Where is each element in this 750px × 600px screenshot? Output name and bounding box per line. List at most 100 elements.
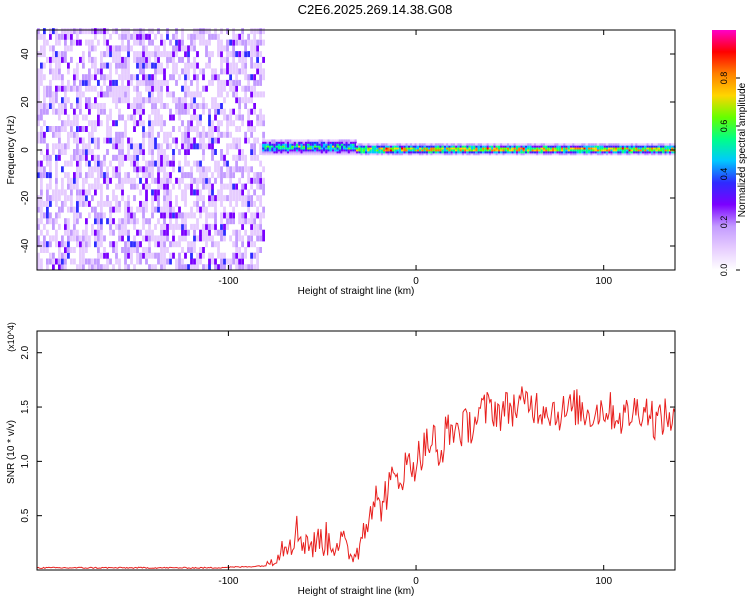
spectrogram-cell — [407, 149, 410, 152]
spectrogram-cell — [250, 264, 253, 271]
spectrogram-cell — [49, 212, 52, 219]
spectrogram-cell — [61, 79, 64, 86]
spectrogram-cell — [232, 252, 235, 259]
spectrogram-cell — [452, 152, 455, 156]
spectrogram-cell — [196, 79, 199, 86]
spectrogram-cell — [443, 149, 446, 152]
spectrogram-cell — [109, 223, 112, 230]
spectrogram-cell — [106, 149, 109, 155]
spectrogram-cell — [94, 177, 97, 184]
spectrogram-cell — [133, 85, 136, 92]
spectrogram-cell — [253, 218, 256, 225]
spectrogram-cell — [253, 189, 256, 196]
spectrogram-cell — [67, 28, 70, 35]
spectrogram-cell — [556, 147, 559, 150]
spectrogram-cell — [574, 152, 577, 156]
spectrogram-cell — [250, 258, 253, 265]
spectrogram-cell — [205, 212, 208, 219]
spectrogram-cell — [91, 166, 94, 173]
spectrogram-cell — [100, 108, 103, 115]
spectrogram-cell — [502, 145, 505, 148]
spectrogram-cell — [61, 108, 64, 115]
spectrogram-cell — [291, 141, 294, 144]
spectrogram-cell — [190, 97, 193, 104]
spectrogram-cell — [268, 152, 272, 156]
spectrogram-cell — [608, 149, 611, 152]
spectrogram-cell — [293, 145, 296, 148]
spectrogram-cell — [325, 145, 328, 148]
spectrogram-cell — [226, 172, 229, 179]
spectrogram-cell — [367, 151, 370, 154]
spectrogram-cell — [475, 147, 478, 150]
spectrogram-cell — [522, 145, 525, 148]
spectrogram-cell — [256, 137, 259, 144]
spectrogram-cell — [229, 143, 232, 150]
spectrogram-cell — [109, 206, 112, 213]
spectrogram-cell — [615, 151, 618, 154]
spectrogram-cell — [401, 149, 404, 152]
spectrogram-cell — [115, 206, 118, 213]
spectrogram-cell — [157, 252, 160, 259]
spectrogram-cell — [244, 103, 247, 109]
spectrogram-cell — [238, 68, 241, 75]
spectrogram-cell — [88, 183, 91, 190]
spectrogram-cell — [238, 229, 241, 236]
spectrogram-cell — [49, 241, 52, 248]
spectrogram-cell — [202, 126, 205, 132]
spectrogram-cell — [37, 264, 40, 271]
spectrogram-cell — [136, 74, 139, 81]
spectrogram-cell — [247, 189, 250, 196]
spectrogram-cell — [232, 206, 235, 213]
spectrogram-cell — [365, 151, 368, 154]
spectrogram-cell — [151, 212, 154, 219]
spectrogram-cell — [238, 39, 241, 46]
spectrogram-cell — [268, 149, 272, 152]
spectrogram-cell — [642, 143, 645, 146]
spectrogram-cell — [130, 241, 133, 248]
spectrogram-cell — [253, 200, 256, 207]
spectrogram-cell — [199, 258, 202, 265]
spectrogram-cell — [46, 39, 49, 46]
spectrogram-cell — [284, 141, 287, 144]
spectrogram-cell — [37, 85, 40, 92]
spectrogram-cell — [318, 147, 321, 150]
spectrogram-cell — [142, 62, 145, 69]
spectrogram-cell — [40, 258, 43, 265]
spectrogram-cell — [232, 62, 235, 69]
spectrogram-cell — [347, 139, 350, 142]
spectrogram-cell — [181, 28, 184, 35]
spectrogram-cell — [211, 143, 214, 150]
spectrogram-cell — [151, 195, 154, 202]
spectrogram-cell — [73, 229, 76, 236]
spectrogram-cell — [232, 137, 235, 144]
spectrogram-cell — [55, 189, 58, 196]
spectrogram-cell — [621, 151, 624, 154]
spectrogram-cell — [142, 108, 145, 115]
y-tick-label: 1.0 — [20, 454, 31, 468]
spectrogram-cell — [522, 152, 525, 156]
spectrogram-cell — [220, 172, 223, 179]
spectrogram-cell — [250, 108, 253, 115]
spectrogram-cell — [163, 79, 166, 86]
spectrogram-cell — [226, 223, 229, 230]
spectrogram-cell — [343, 141, 346, 144]
spectrogram-cell — [350, 139, 353, 142]
spectrogram-cell — [223, 264, 226, 271]
spectrogram-cell — [175, 45, 178, 52]
spectrogram-cell — [205, 143, 208, 150]
spectrogram-cell — [196, 131, 199, 138]
spectrogram-cell — [551, 152, 555, 156]
spectrogram-cell — [307, 143, 310, 146]
spectrogram-cell — [434, 152, 437, 156]
spectrogram-cell — [450, 152, 453, 156]
spectrogram-cell — [253, 126, 256, 132]
spectrogram-cell — [504, 145, 507, 148]
spectrogram-cell — [572, 149, 575, 152]
spectrogram-cell — [275, 147, 278, 150]
spectrogram-cell — [106, 195, 109, 202]
spectrogram-cell — [635, 147, 638, 150]
spectrogram-cell — [461, 147, 464, 150]
spectrogram-cell — [327, 149, 330, 152]
spectrogram-cell — [336, 149, 339, 152]
spectrogram-cell — [79, 97, 82, 104]
